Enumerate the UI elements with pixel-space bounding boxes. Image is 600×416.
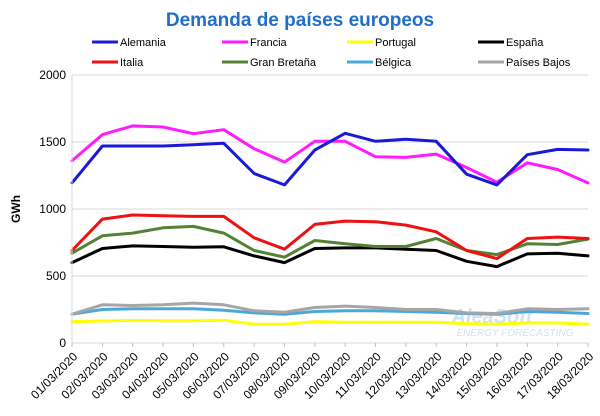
legend-label: Bélgica bbox=[375, 57, 412, 69]
series-line-alemania bbox=[70, 131, 590, 187]
legend-label: Francia bbox=[250, 37, 288, 49]
y-tick-label: 1000 bbox=[39, 202, 66, 216]
gridlines bbox=[72, 74, 588, 344]
y-axis-label: GWh bbox=[9, 195, 23, 223]
legend-label: Gran Bretaña bbox=[250, 57, 317, 69]
y-tick-label: 2000 bbox=[39, 68, 66, 82]
series-line-italia bbox=[70, 213, 590, 261]
legend-label: Portugal bbox=[375, 37, 416, 49]
legend: Alemania Francia Portugal España Italia Gran … bbox=[92, 37, 571, 69]
y-tick-label: 1500 bbox=[39, 135, 66, 149]
legend-label: Países Bajos bbox=[506, 57, 571, 69]
series-line-portugal bbox=[70, 318, 590, 326]
chart-title: Demanda de países europeos bbox=[166, 10, 434, 31]
y-axis: 0 500 1000 1500 2000 bbox=[39, 68, 73, 350]
watermark-tagline: ENERGY FORECASTING bbox=[456, 328, 573, 339]
series-line-españa bbox=[70, 244, 590, 269]
series-lines bbox=[70, 124, 590, 326]
legend-label: Alemania bbox=[120, 37, 167, 49]
y-tick-label: 0 bbox=[59, 336, 66, 350]
y-tick-label: 500 bbox=[46, 269, 66, 283]
legend-label: España bbox=[506, 37, 544, 49]
series-line-francia bbox=[70, 124, 590, 185]
series-line-países-bajos bbox=[70, 301, 590, 316]
x-axis: 01/03/202002/03/202003/03/202004/03/2020… bbox=[28, 343, 597, 402]
series-line-gran-bretaña bbox=[70, 224, 590, 259]
legend-label: Italia bbox=[120, 57, 144, 69]
